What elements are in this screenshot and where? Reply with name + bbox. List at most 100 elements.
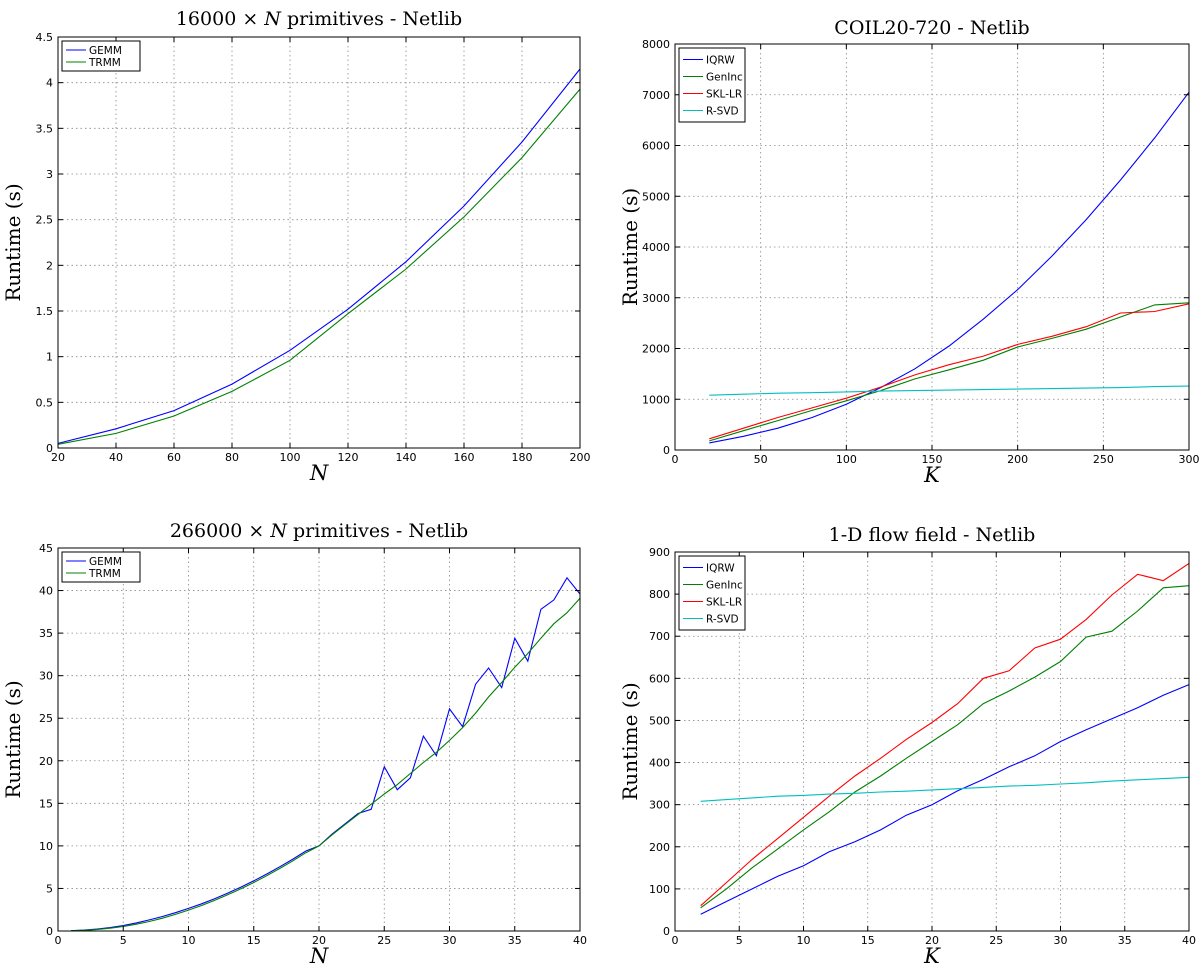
x-tick-label: 35 [508,934,522,947]
chart-panel-1: 20 40 60 80 100 120 140 160 180 200 0 0.5 1 1.5 2 2.5 3 3… [1,8,591,485]
y-tick-label: 0.5 [36,396,54,409]
y-tick-label: 25 [39,712,53,725]
x-tick-label: 160 [454,451,475,464]
y-tick-label: 30 [39,670,53,683]
y-tick-label: 4.5 [36,31,54,44]
y-tick-label: 0 [46,925,53,938]
legend-box [61,551,141,583]
legend-label-trmm: TRMM [88,57,121,69]
y-tick-label: 4000 [642,241,670,254]
chart-title: 266000 × N primitives - Netlib [170,520,468,542]
y-tick-label: 35 [39,627,53,640]
x-tick-label: 150 [922,453,943,466]
x-tick-label: 10 [797,934,811,947]
x-tick-label: 120 [338,451,359,464]
series-line-skl-lr [700,562,1190,907]
legend: IQRW GenInc SKL-LR R-SVD [678,47,746,123]
y-tick-label: 400 [649,757,670,770]
chart-title: COIL20-720 - Netlib [834,17,1029,39]
y-tick-label: 1.5 [36,305,54,318]
x-tick-label: 20 [51,451,65,464]
x-tick-label: 80 [225,451,239,464]
x-tick-label: 100 [280,451,301,464]
y-tick-label: 500 [649,714,670,727]
y-tick-label: 4 [46,77,53,90]
x-axis-label: N [309,944,329,968]
x-axis-label: N [309,461,329,485]
plot-frame [57,36,581,449]
x-tick-label: 15 [247,934,261,947]
chart-title: 16000 × N primitives - Netlib [176,8,462,30]
x-tick-label: 20 [925,934,939,947]
chart-panel-2: 0 50 100 150 200 250 3000100020003000400050006… [618,17,1200,487]
y-tick-label: 5000 [642,190,670,203]
legend-box [61,40,141,72]
x-tick-label: 50 [754,453,768,466]
x-tick-label: 40 [573,934,587,947]
legend-label-r-svd: R-SVD [706,614,739,626]
x-tick-label: 250 [1093,453,1114,466]
legend-box [678,555,746,631]
legend-label-gemm: GEMM [89,556,122,568]
x-tick-label: 25 [989,934,1003,947]
y-tick-label: 10 [39,840,53,853]
x-tick-label: 20 [312,934,326,947]
y-tick-label: 100 [649,883,670,896]
x-tick-label: 40 [109,451,123,464]
y-tick-label: 20 [39,755,53,768]
series-line-r-svd [700,776,1190,802]
chart-title: 1-D flow field - Netlib [829,524,1036,546]
y-tick-label: 800 [649,588,670,601]
x-tick-label: 100 [836,453,857,466]
series-line-gemm [57,68,581,444]
y-tick-label: 0 [46,442,53,455]
y-tick-label: 7000 [642,89,670,102]
y-axis-label: Runtime (s) [1,680,25,798]
y-tick-label: 2 [46,259,53,272]
y-tick-label: 5 [46,882,53,895]
x-tick-label: 200 [570,451,591,464]
x-tick-label: 35 [1118,934,1132,947]
x-tick-label: 5 [736,934,743,947]
legend-label-geninc: GenInc [706,580,743,592]
legend: IQRW GenInc SKL-LR R-SVD [678,555,746,631]
x-tick-label: 140 [396,451,417,464]
y-tick-label: 45 [39,542,53,555]
series-line-gemm [70,576,581,932]
x-tick-label: 60 [167,451,181,464]
x-axis-label: K [923,463,941,487]
x-tick-label: 30 [443,934,457,947]
y-tick-label: 600 [649,672,670,685]
legend-label-trmm: TRMM [88,568,121,580]
legend-label-geninc: GenInc [706,72,743,84]
series-line-iqrw [700,684,1190,915]
y-tick-label: 6000 [642,140,670,153]
x-tick-label: 300 [1179,453,1200,466]
y-axis-label: Runtime (s) [618,682,642,800]
y-axis-label: Runtime (s) [618,188,642,306]
y-tick-label: 2.5 [36,214,54,227]
x-tick-label: 0 [672,453,679,466]
x-tick-label: 180 [512,451,533,464]
y-axis-label: Runtime (s) [1,183,25,301]
x-tick-label: 200 [1007,453,1028,466]
series-line-skl-lr [709,303,1190,440]
y-tick-label: 200 [649,841,670,854]
y-tick-label: 0 [663,444,670,457]
x-tick-label: 40 [1182,934,1196,947]
x-tick-label: 15 [861,934,875,947]
y-tick-label: 0 [663,925,670,938]
x-tick-label: 0 [672,934,679,947]
x-tick-label: 10 [182,934,196,947]
y-tick-label: 15 [39,797,53,810]
y-tick-label: 900 [649,546,670,559]
chart-panel-4: 0 5 10 15 20 25 30 35 40010020030040050060070080… [618,524,1196,968]
y-tick-label: 1 [46,351,53,364]
legend-box [678,47,746,123]
legend-label-r-svd: R-SVD [706,106,739,118]
legend-label-gemm: GEMM [89,45,122,57]
y-tick-label: 3 [46,168,53,181]
